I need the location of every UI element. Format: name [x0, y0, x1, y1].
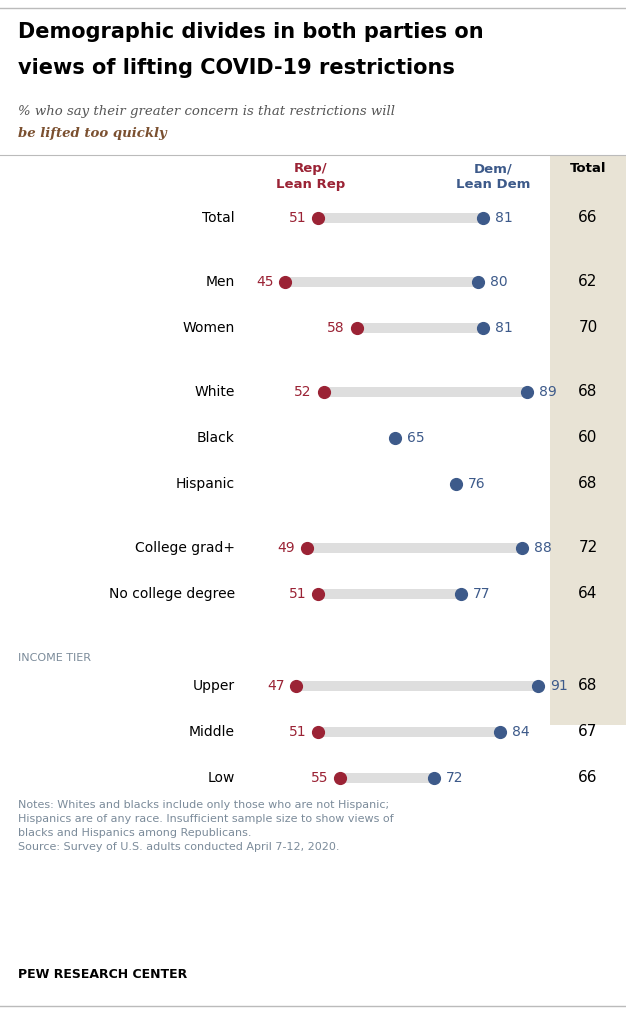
Point — [314, 724, 324, 740]
Bar — [319, 213, 483, 223]
Text: Demographic divides in both parties on: Demographic divides in both parties on — [18, 22, 484, 42]
Text: Men: Men — [206, 275, 235, 289]
Text: Middle: Middle — [189, 725, 235, 739]
Text: 51: 51 — [289, 725, 306, 739]
Text: 68: 68 — [578, 477, 598, 492]
Text: Women: Women — [183, 321, 235, 335]
Text: Dem/
Lean Dem: Dem/ Lean Dem — [456, 162, 531, 191]
Text: 60: 60 — [578, 431, 598, 445]
Text: 88: 88 — [533, 541, 552, 555]
Point — [292, 678, 302, 695]
Text: Rep/
Lean Rep: Rep/ Lean Rep — [276, 162, 345, 191]
Text: Hispanic: Hispanic — [176, 477, 235, 491]
Text: 91: 91 — [550, 679, 568, 693]
Text: 76: 76 — [468, 477, 485, 491]
Text: % who say their greater concern is that restrictions will: % who say their greater concern is that … — [18, 105, 395, 118]
Text: 47: 47 — [267, 679, 284, 693]
Text: 45: 45 — [256, 275, 274, 289]
Text: 68: 68 — [578, 678, 598, 694]
Text: 62: 62 — [578, 275, 598, 290]
Bar — [319, 727, 500, 737]
Point — [451, 476, 461, 492]
Text: Notes: Whites and blacks include only those who are not Hispanic;
Hispanics are : Notes: Whites and blacks include only th… — [18, 800, 394, 852]
Point — [429, 770, 439, 786]
Text: Upper: Upper — [193, 679, 235, 693]
Text: 80: 80 — [490, 275, 507, 289]
Text: 58: 58 — [327, 321, 345, 335]
Point — [522, 384, 532, 401]
Text: 72: 72 — [578, 540, 598, 556]
Text: 51: 51 — [289, 587, 306, 601]
Text: 77: 77 — [473, 587, 491, 601]
Point — [533, 678, 543, 695]
Text: 84: 84 — [511, 725, 529, 739]
Bar — [341, 773, 434, 783]
Text: 64: 64 — [578, 586, 598, 601]
Bar — [307, 544, 521, 553]
Text: INCOME TIER: INCOME TIER — [18, 653, 91, 663]
Point — [280, 274, 290, 290]
Bar — [550, 155, 626, 725]
Text: 68: 68 — [578, 384, 598, 400]
Point — [478, 319, 488, 336]
Text: 72: 72 — [446, 771, 463, 785]
Text: White: White — [195, 385, 235, 399]
Text: Black: Black — [197, 431, 235, 445]
Text: 52: 52 — [294, 385, 312, 399]
Text: 81: 81 — [495, 211, 513, 225]
Text: 67: 67 — [578, 724, 598, 739]
Text: views of lifting COVID-19 restrictions: views of lifting COVID-19 restrictions — [18, 58, 455, 78]
Point — [516, 539, 526, 556]
Bar — [285, 277, 478, 287]
Text: 89: 89 — [539, 385, 557, 399]
Text: Total: Total — [570, 162, 606, 175]
Text: Low: Low — [208, 771, 235, 785]
Point — [302, 539, 312, 556]
Point — [319, 384, 329, 401]
Text: 66: 66 — [578, 771, 598, 786]
Point — [352, 319, 362, 336]
Point — [336, 770, 346, 786]
Text: 55: 55 — [311, 771, 329, 785]
Bar — [357, 323, 483, 333]
Text: College grad+: College grad+ — [135, 541, 235, 555]
Point — [478, 210, 488, 226]
Text: be lifted too quickly: be lifted too quickly — [18, 127, 167, 140]
Point — [390, 430, 400, 446]
Point — [473, 274, 483, 290]
Point — [495, 724, 505, 740]
Bar — [319, 589, 461, 599]
Text: PEW RESEARCH CENTER: PEW RESEARCH CENTER — [18, 968, 187, 981]
Text: 81: 81 — [495, 321, 513, 335]
Text: Total: Total — [202, 211, 235, 225]
Text: 65: 65 — [408, 431, 425, 445]
Text: 51: 51 — [289, 211, 306, 225]
Text: 70: 70 — [578, 320, 598, 336]
Text: 49: 49 — [278, 541, 295, 555]
Point — [314, 210, 324, 226]
Text: No college degree: No college degree — [109, 587, 235, 601]
Point — [456, 586, 466, 602]
Text: 66: 66 — [578, 211, 598, 225]
Point — [314, 586, 324, 602]
Bar — [297, 681, 538, 691]
Bar — [324, 387, 527, 397]
